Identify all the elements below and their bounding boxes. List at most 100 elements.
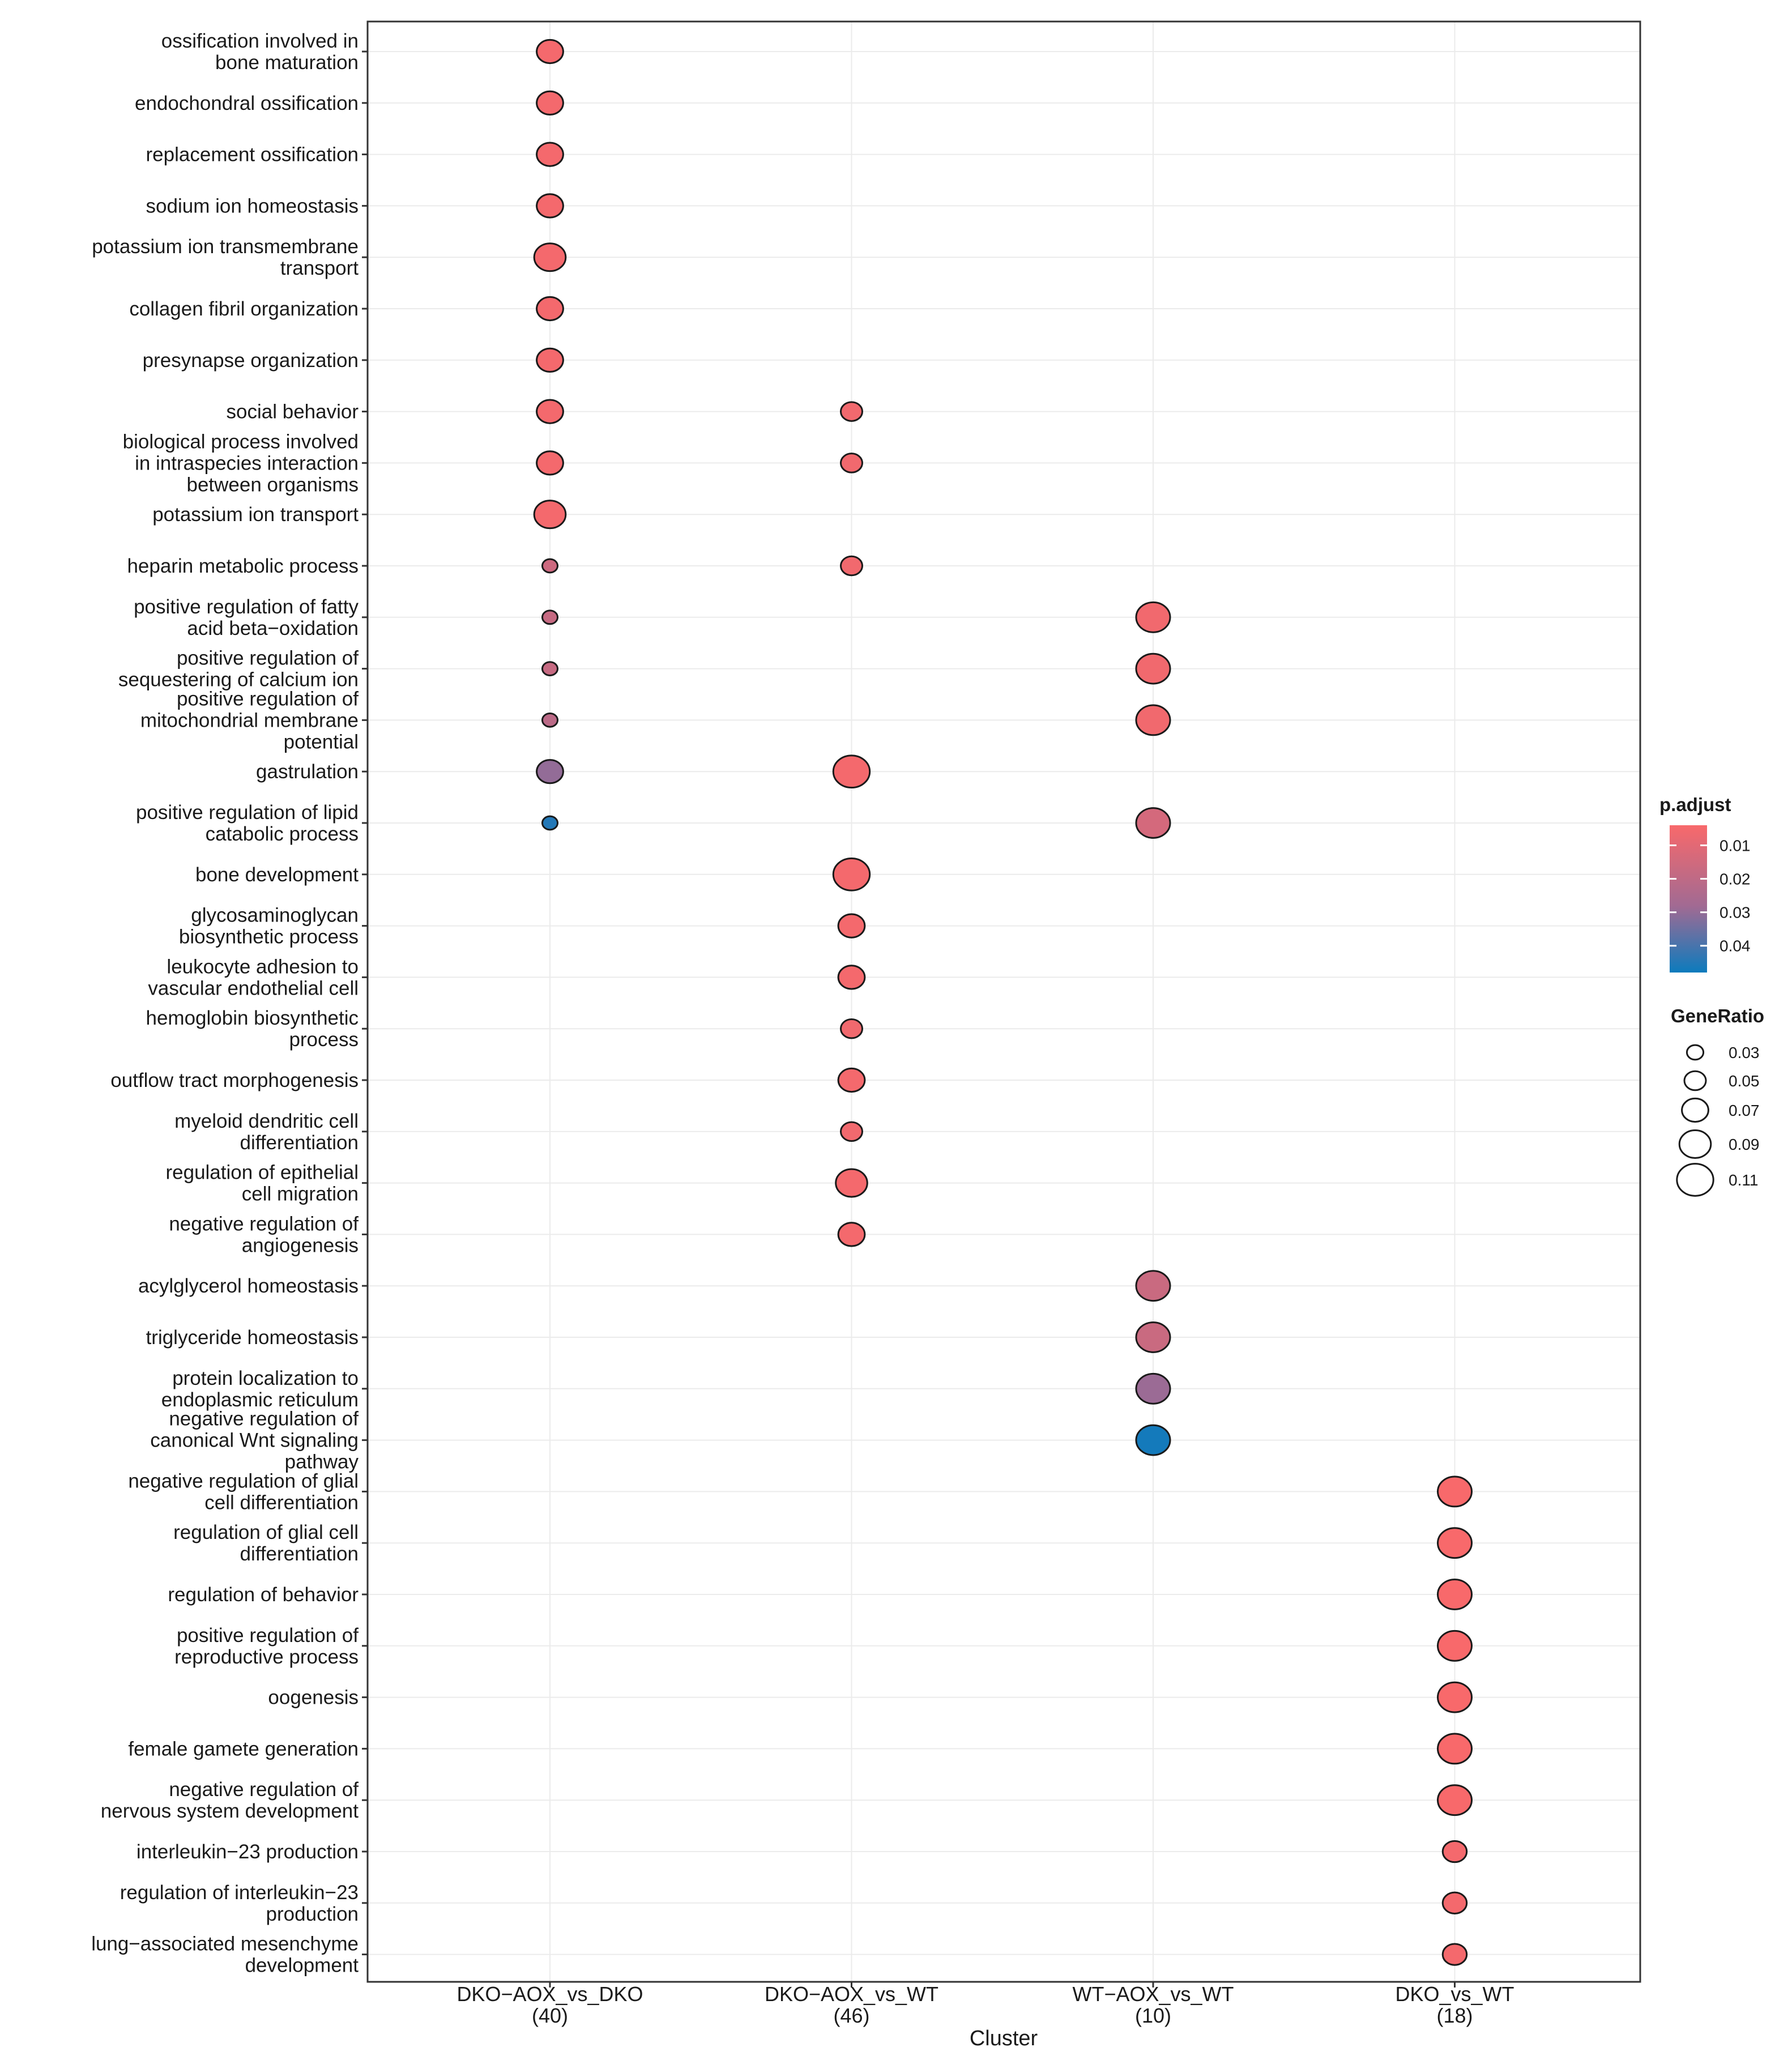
data-point xyxy=(1135,1424,1171,1456)
data-point xyxy=(835,1168,868,1198)
data-point xyxy=(1135,1372,1171,1405)
y-tick-label: collagen fibril organization xyxy=(129,298,359,320)
size-legend-items: 0.03 0.05 0.07 0.09 0.11 xyxy=(1676,1044,1760,1197)
size-legend-label: 0.07 xyxy=(1729,1102,1760,1119)
data-point xyxy=(840,453,863,474)
y-tick-label: gastrulation xyxy=(256,761,359,783)
data-point xyxy=(840,1121,863,1142)
panel-border xyxy=(366,20,1641,1983)
color-legend-bar xyxy=(1670,825,1707,973)
y-tick-label: lung−associated mesenchyme xyxy=(91,1933,359,1955)
y-tick-label: positive regulation of lipid xyxy=(136,801,359,824)
y-tick-label: negative regulation of xyxy=(169,1778,359,1801)
y-tick-label: bone development xyxy=(195,864,359,886)
y-tick-label: regulation of glial cell xyxy=(173,1521,359,1543)
y-tick-label: canonical Wnt signaling xyxy=(150,1430,359,1452)
data-point xyxy=(1437,1784,1473,1816)
data-point xyxy=(536,39,564,65)
size-legend-circle xyxy=(1676,1163,1714,1197)
data-point xyxy=(832,754,871,789)
y-tick-label: acid beta−oxidation xyxy=(187,617,359,639)
data-point xyxy=(1135,601,1171,633)
y-tick-label: angiogenesis xyxy=(242,1234,359,1256)
y-tick-label: potassium ion transport xyxy=(152,504,359,526)
x-tick-label: DKO−AOX_vs_DKO xyxy=(456,1982,643,2006)
data-point xyxy=(837,965,866,990)
data-point xyxy=(536,142,564,167)
y-tick-label: transport xyxy=(280,257,359,279)
size-legend-label: 0.09 xyxy=(1729,1136,1760,1153)
y-tick-label: development xyxy=(245,1955,359,1977)
data-point xyxy=(1441,1943,1468,1966)
data-point xyxy=(536,347,564,373)
size-legend-label: 0.11 xyxy=(1729,1171,1758,1189)
y-tick-label: outflow tract morphogenesis xyxy=(110,1069,359,1091)
y-tick-label: endochondral ossification xyxy=(135,92,359,114)
y-tick-label: negative regulation of xyxy=(169,1408,359,1430)
y-tick-label: myeloid dendritic cell xyxy=(174,1110,359,1132)
y-tick-label: sodium ion homeostasis xyxy=(146,195,359,217)
data-point xyxy=(1135,1270,1171,1302)
size-legend-title: GeneRatio xyxy=(1671,1005,1764,1026)
color-legend-label: 0.01 xyxy=(1720,837,1751,854)
y-tick-label: positive regulation of xyxy=(177,1624,359,1647)
x-tick-count: (18) xyxy=(1436,2004,1473,2027)
color-legend-label: 0.02 xyxy=(1720,871,1751,888)
data-point xyxy=(536,193,564,219)
y-tick-label: vascular endothelial cell xyxy=(148,977,359,999)
y-tick-label: presynapse organization xyxy=(143,349,359,372)
data-point xyxy=(840,1018,863,1039)
data-point xyxy=(837,1222,866,1247)
y-tick-label: positive regulation of fatty xyxy=(134,596,359,618)
y-tick-label: acylglycerol homeostasis xyxy=(138,1275,359,1297)
size-legend-circle xyxy=(1678,1129,1712,1159)
y-tick-label: reproductive process xyxy=(174,1646,359,1668)
data-point xyxy=(1437,1579,1473,1610)
size-legend: GeneRatio 0.03 0.05 0.07 0.09 0.11 xyxy=(1671,1005,1764,1197)
y-tick-label: protein localization to xyxy=(172,1367,359,1389)
data-point xyxy=(536,399,564,424)
data-point xyxy=(832,857,871,892)
x-tick-label: DKO_vs_WT xyxy=(1395,1982,1514,2006)
data-point xyxy=(536,90,564,116)
color-legend-label: 0.03 xyxy=(1720,904,1751,922)
color-legend-ticks: 0.01 0.02 0.03 0.04 xyxy=(1670,837,1751,955)
x-axis-title: Cluster xyxy=(970,2027,1038,2050)
color-legend-label: 0.04 xyxy=(1720,937,1751,955)
data-point xyxy=(533,500,567,530)
y-tick-label: mitochondrial membrane xyxy=(140,709,359,731)
data-point xyxy=(840,555,863,577)
y-tick-label: social behavior xyxy=(227,401,359,423)
y-tick-label: differentiation xyxy=(240,1543,359,1565)
y-tick-label: process xyxy=(289,1029,359,1051)
data-point xyxy=(541,558,558,574)
y-tick-label: pathway xyxy=(285,1451,359,1473)
y-tick-label: female gamete generation xyxy=(128,1738,359,1760)
size-legend-label: 0.05 xyxy=(1729,1072,1760,1090)
y-tick-label: interleukin−23 production xyxy=(136,1841,359,1863)
data-point xyxy=(1437,1475,1473,1508)
y-tick-label: potassium ion transmembrane xyxy=(92,236,359,258)
data-point xyxy=(541,815,558,831)
y-tick-label: bone maturation xyxy=(215,52,359,74)
y-tick-label: nervous system development xyxy=(101,1800,359,1822)
data-point xyxy=(1441,1891,1468,1914)
y-tick-label: regulation of interleukin−23 xyxy=(120,1882,359,1904)
y-tick-label: production xyxy=(266,1903,359,1925)
data-point xyxy=(1437,1681,1473,1713)
data-point xyxy=(541,661,558,676)
data-point xyxy=(1135,652,1171,685)
color-legend-title: p.adjust xyxy=(1659,794,1731,815)
y-tick-label: glycosaminoglycan xyxy=(191,905,359,927)
size-legend-circle xyxy=(1681,1097,1709,1123)
x-tick-count: (40) xyxy=(532,2004,568,2027)
y-tick-label: positive regulation of xyxy=(177,688,359,710)
y-tick-label: negative regulation of glial xyxy=(128,1470,359,1492)
data-point xyxy=(541,609,558,625)
data-point xyxy=(536,296,564,322)
y-axis-ticks xyxy=(362,50,368,1956)
y-tick-label: regulation of epithelial xyxy=(165,1162,359,1184)
data-point xyxy=(1441,1840,1468,1863)
y-tick-label: oogenesis xyxy=(268,1687,359,1709)
